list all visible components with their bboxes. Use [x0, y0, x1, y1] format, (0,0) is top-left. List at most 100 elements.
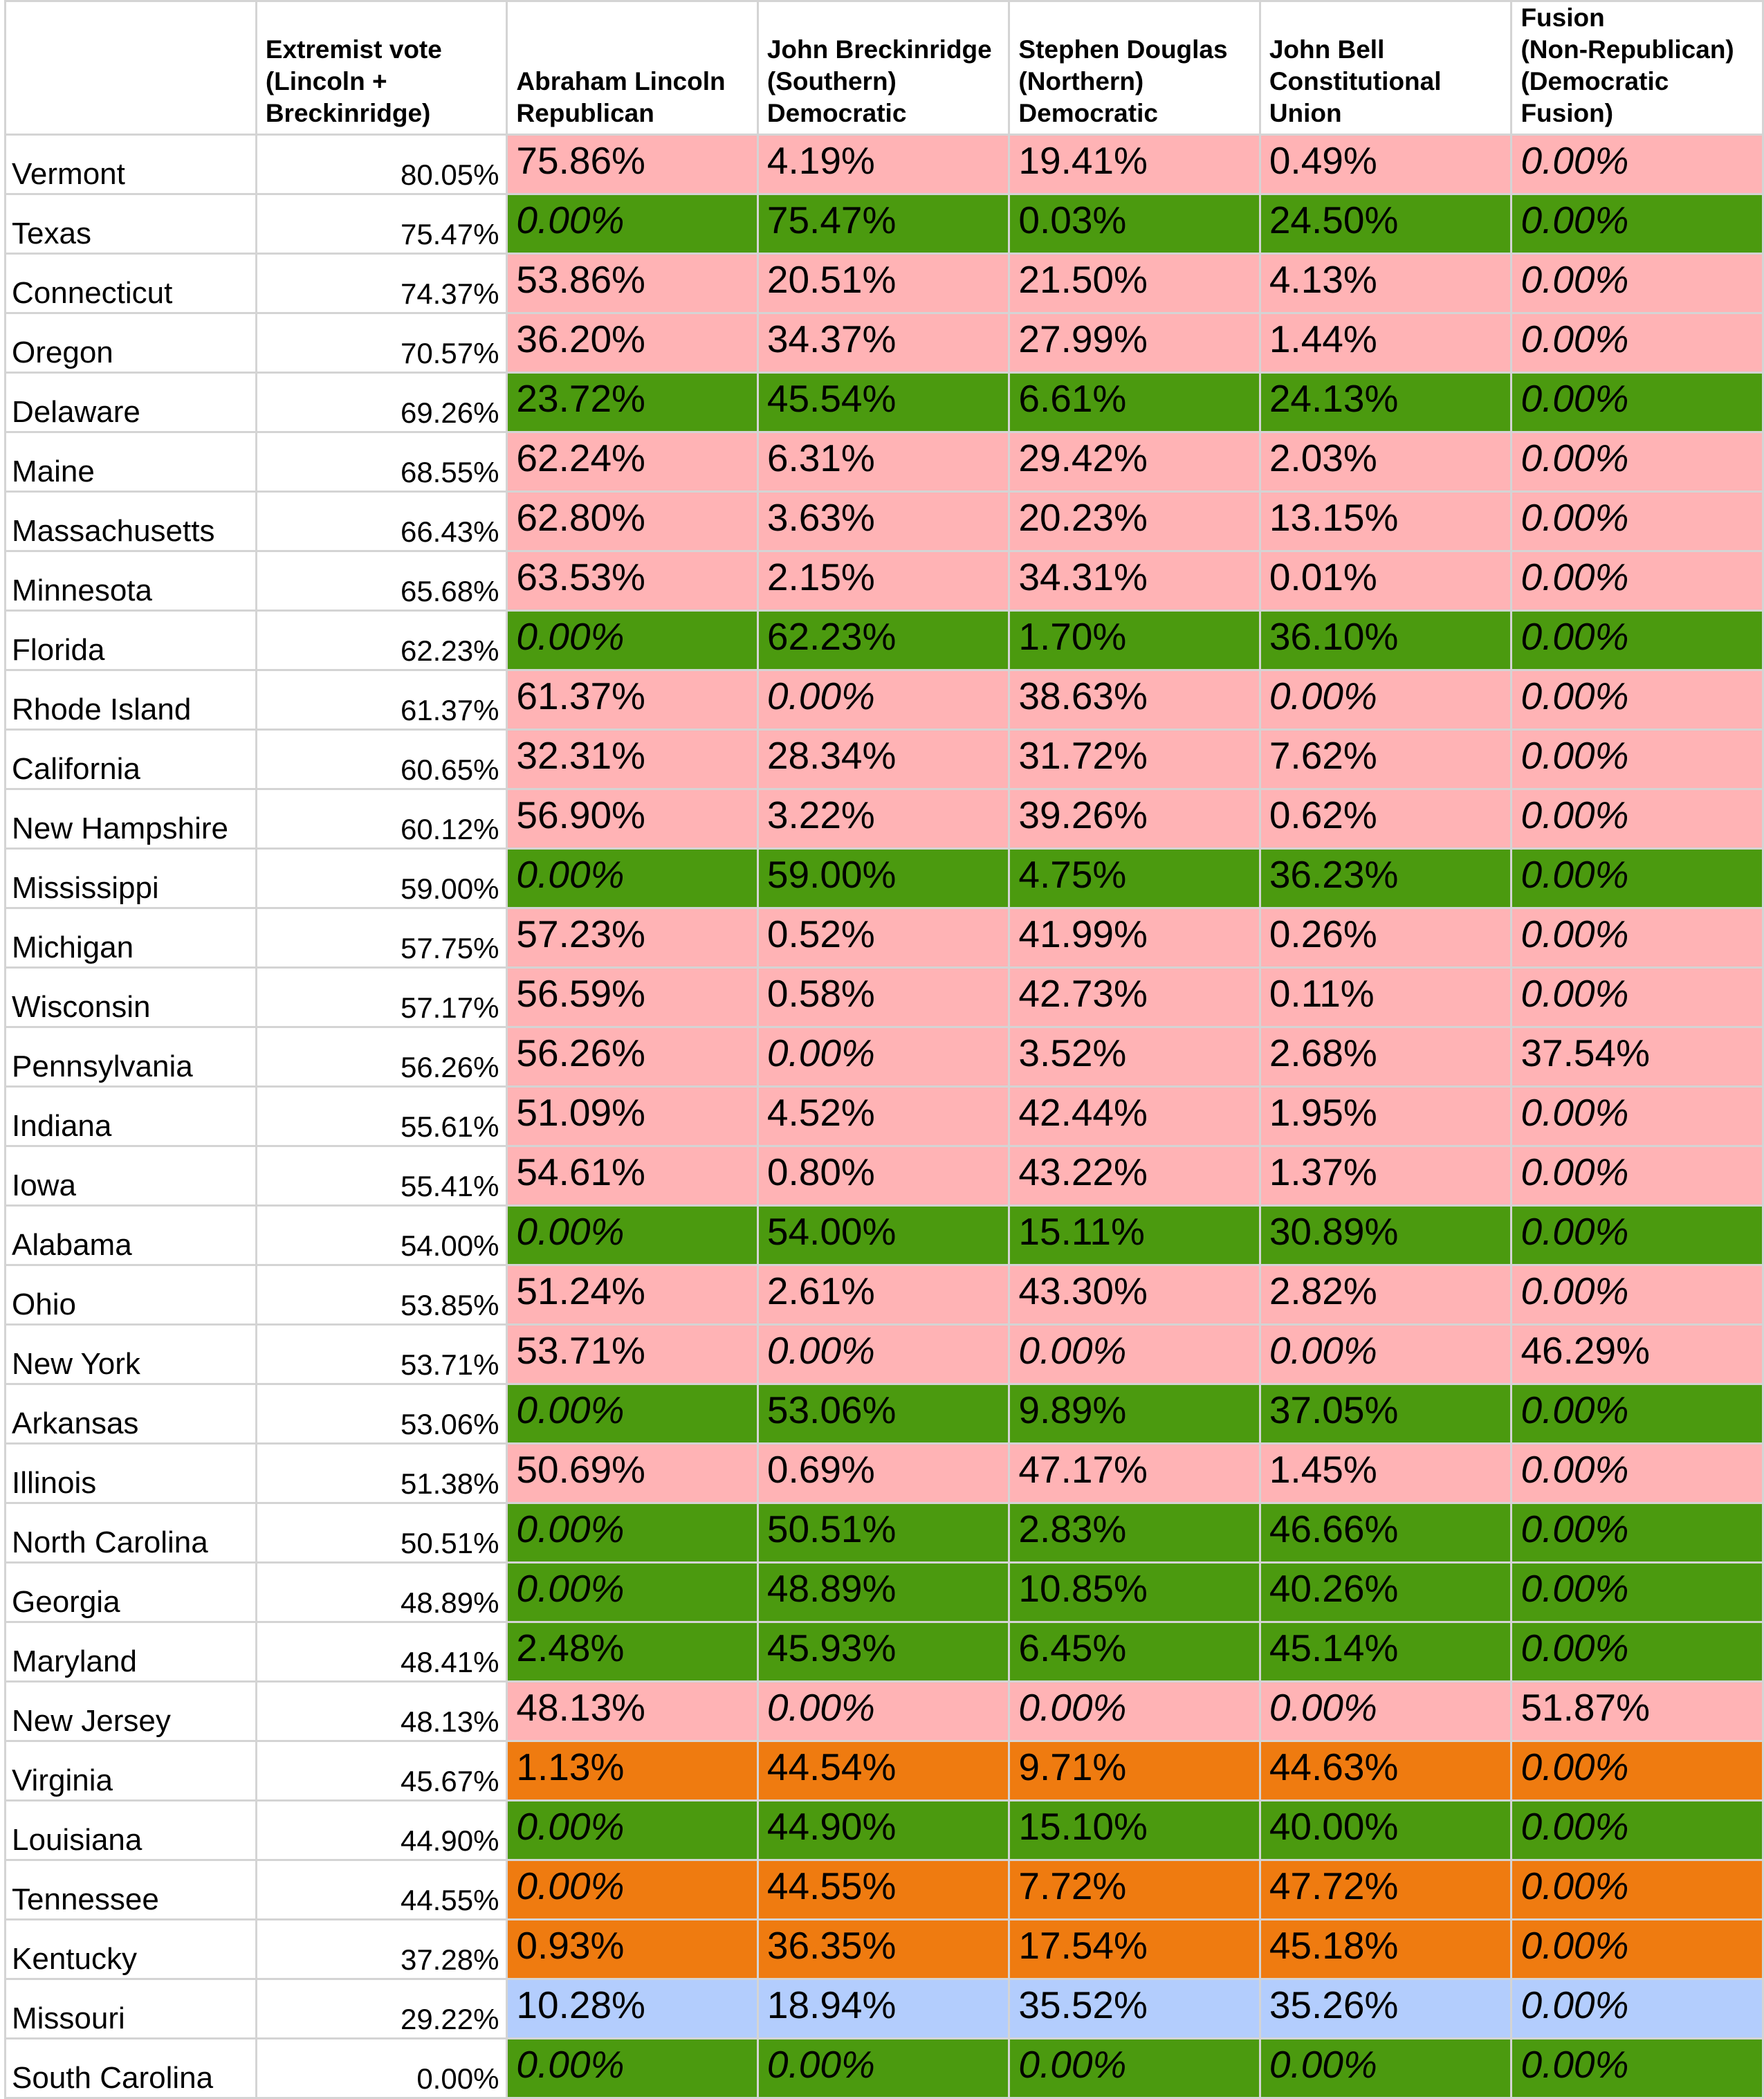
cell-lincoln[interactable]: 53.86%	[506, 253, 759, 314]
cell-lincoln[interactable]: 51.09%	[506, 1085, 759, 1147]
cell-breckinridge[interactable]: 44.90%	[756, 1799, 1011, 1861]
cell-douglas[interactable]: 43.30%	[1008, 1264, 1261, 1326]
cell-state[interactable]: Louisiana	[4, 1799, 257, 1861]
cell-bell[interactable]: 0.00%	[1258, 669, 1513, 731]
cell-bell[interactable]: 44.63%	[1258, 1740, 1513, 1802]
cell-breckinridge[interactable]: 3.22%	[756, 788, 1011, 850]
cell-bell[interactable]: 1.95%	[1258, 1085, 1513, 1147]
cell-breckinridge[interactable]: 54.00%	[756, 1204, 1011, 1266]
cell-fusion[interactable]: 0.00%	[1510, 669, 1764, 731]
cell-breckinridge[interactable]: 62.23%	[756, 609, 1011, 671]
cell-fusion[interactable]: 37.54%	[1510, 1026, 1764, 1088]
cell-breckinridge[interactable]: 75.47%	[756, 193, 1011, 255]
cell-fusion[interactable]: 0.00%	[1510, 1978, 1764, 2040]
cell-breckinridge[interactable]: 45.54%	[756, 372, 1011, 433]
cell-fusion[interactable]: 0.00%	[1510, 907, 1764, 969]
cell-douglas[interactable]: 9.89%	[1008, 1383, 1261, 1445]
cell-lincoln[interactable]: 56.26%	[506, 1026, 759, 1088]
cell-bell[interactable]: 7.62%	[1258, 728, 1513, 790]
cell-douglas[interactable]: 0.00%	[1008, 2037, 1261, 2099]
cell-douglas[interactable]: 0.00%	[1008, 1680, 1261, 1742]
cell-bell[interactable]: 0.00%	[1258, 1323, 1513, 1385]
cell-breckinridge[interactable]: 4.19%	[756, 134, 1011, 195]
cell-bell[interactable]: 24.50%	[1258, 193, 1513, 255]
cell-fusion[interactable]: 0.00%	[1510, 728, 1764, 790]
cell-extremist[interactable]: 55.41%	[255, 1145, 508, 1207]
cell-douglas[interactable]: 19.41%	[1008, 134, 1261, 195]
cell-lincoln[interactable]: 0.93%	[506, 1918, 759, 1980]
cell-fusion[interactable]: 0.00%	[1510, 193, 1764, 255]
cell-breckinridge[interactable]: 50.51%	[756, 1502, 1011, 1564]
cell-breckinridge[interactable]: 0.00%	[756, 1026, 1011, 1088]
cell-breckinridge[interactable]: 44.55%	[756, 1859, 1011, 1921]
cell-state[interactable]: New Hampshire	[4, 788, 257, 850]
cell-extremist[interactable]: 53.06%	[255, 1383, 508, 1445]
cell-douglas[interactable]: 42.44%	[1008, 1085, 1261, 1147]
cell-bell[interactable]: 0.01%	[1258, 550, 1513, 612]
cell-breckinridge[interactable]: 0.58%	[756, 966, 1011, 1028]
cell-fusion[interactable]: 0.00%	[1510, 1859, 1764, 1921]
cell-lincoln[interactable]: 32.31%	[506, 728, 759, 790]
cell-state[interactable]: Georgia	[4, 1561, 257, 1623]
cell-bell[interactable]: 4.13%	[1258, 253, 1513, 314]
cell-state[interactable]: Missouri	[4, 1978, 257, 2040]
cell-extremist[interactable]: 57.75%	[255, 907, 508, 969]
cell-douglas[interactable]: 15.10%	[1008, 1799, 1261, 1861]
cell-bell[interactable]: 0.26%	[1258, 907, 1513, 969]
cell-douglas[interactable]: 38.63%	[1008, 669, 1261, 731]
cell-state[interactable]: Indiana	[4, 1085, 257, 1147]
cell-state[interactable]: Arkansas	[4, 1383, 257, 1445]
cell-bell[interactable]: 36.23%	[1258, 847, 1513, 909]
cell-lincoln[interactable]: 75.86%	[506, 134, 759, 195]
cell-extremist[interactable]: 50.51%	[255, 1502, 508, 1564]
cell-bell[interactable]: 24.13%	[1258, 372, 1513, 433]
cell-fusion[interactable]: 0.00%	[1510, 1383, 1764, 1445]
cell-breckinridge[interactable]: 45.93%	[756, 1621, 1011, 1683]
cell-douglas[interactable]: 4.75%	[1008, 847, 1261, 909]
cell-douglas[interactable]: 1.70%	[1008, 609, 1261, 671]
cell-state[interactable]: Massachusetts	[4, 491, 257, 552]
cell-state[interactable]: Wisconsin	[4, 966, 257, 1028]
cell-extremist[interactable]: 48.41%	[255, 1621, 508, 1683]
cell-state[interactable]: South Carolina	[4, 2037, 257, 2099]
cell-state[interactable]: Delaware	[4, 372, 257, 433]
cell-breckinridge[interactable]: 53.06%	[756, 1383, 1011, 1445]
cell-fusion[interactable]: 0.00%	[1510, 1502, 1764, 1564]
cell-state[interactable]: Texas	[4, 193, 257, 255]
cell-fusion[interactable]: 0.00%	[1510, 253, 1764, 314]
header-lincoln[interactable]: Abraham Lincoln Republican	[506, 0, 759, 136]
cell-fusion[interactable]: 0.00%	[1510, 788, 1764, 850]
cell-douglas[interactable]: 47.17%	[1008, 1442, 1261, 1504]
header-douglas[interactable]: Stephen Douglas (Northern) Democratic	[1008, 0, 1261, 136]
cell-breckinridge[interactable]: 0.00%	[756, 2037, 1011, 2099]
cell-fusion[interactable]: 0.00%	[1510, 550, 1764, 612]
cell-state[interactable]: Alabama	[4, 1204, 257, 1266]
cell-state[interactable]: Michigan	[4, 907, 257, 969]
cell-lincoln[interactable]: 0.00%	[506, 2037, 759, 2099]
cell-lincoln[interactable]: 51.24%	[506, 1264, 759, 1326]
cell-fusion[interactable]: 51.87%	[1510, 1680, 1764, 1742]
cell-state[interactable]: New York	[4, 1323, 257, 1385]
cell-fusion[interactable]: 0.00%	[1510, 1561, 1764, 1623]
cell-extremist[interactable]: 68.55%	[255, 431, 508, 493]
cell-bell[interactable]: 13.15%	[1258, 491, 1513, 552]
cell-fusion[interactable]: 0.00%	[1510, 431, 1764, 493]
cell-douglas[interactable]: 20.23%	[1008, 491, 1261, 552]
cell-lincoln[interactable]: 50.69%	[506, 1442, 759, 1504]
cell-extremist[interactable]: 62.23%	[255, 609, 508, 671]
cell-state[interactable]: Vermont	[4, 134, 257, 195]
cell-fusion[interactable]: 0.00%	[1510, 1621, 1764, 1683]
cell-bell[interactable]: 30.89%	[1258, 1204, 1513, 1266]
cell-bell[interactable]: 0.11%	[1258, 966, 1513, 1028]
cell-breckinridge[interactable]: 20.51%	[756, 253, 1011, 314]
cell-extremist[interactable]: 53.71%	[255, 1323, 508, 1385]
cell-lincoln[interactable]: 54.61%	[506, 1145, 759, 1207]
cell-douglas[interactable]: 3.52%	[1008, 1026, 1261, 1088]
cell-douglas[interactable]: 43.22%	[1008, 1145, 1261, 1207]
cell-extremist[interactable]: 70.57%	[255, 312, 508, 374]
cell-bell[interactable]: 35.26%	[1258, 1978, 1513, 2040]
cell-breckinridge[interactable]: 28.34%	[756, 728, 1011, 790]
cell-lincoln[interactable]: 53.71%	[506, 1323, 759, 1385]
cell-douglas[interactable]: 9.71%	[1008, 1740, 1261, 1802]
cell-fusion[interactable]: 0.00%	[1510, 966, 1764, 1028]
